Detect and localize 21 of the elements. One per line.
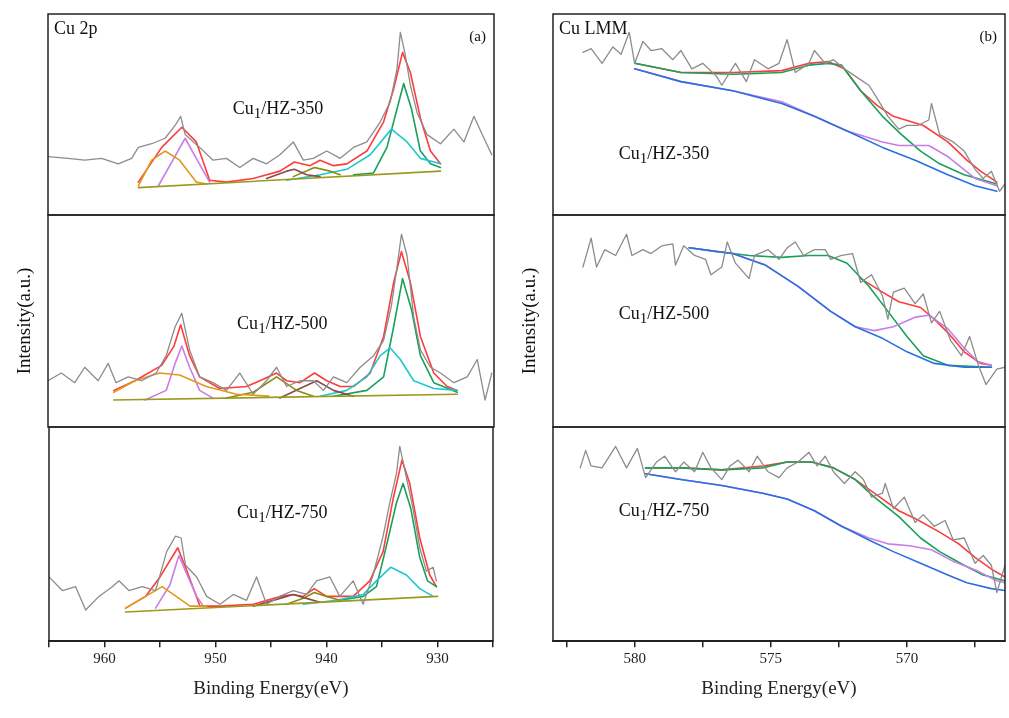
annotation: Cu$_{1}$/HZ-500 — [618, 302, 710, 327]
chart-subtitle: (a) — [469, 28, 486, 45]
x-tick-label: 960 — [93, 650, 116, 667]
chart-subtitle: (b) — [979, 28, 997, 45]
annotation: Cu$_{1}$/HZ-500 — [237, 312, 328, 338]
x-axis-title: Binding Energy(eV) — [701, 676, 857, 699]
y-axis-title: Intensity(a.u.) — [518, 267, 540, 375]
annotation: Cu$_{1}$/HZ-750 — [237, 501, 328, 527]
x-axis-title: Binding Energy(eV) — [193, 676, 349, 699]
chart-title: Cu LMM — [559, 18, 628, 39]
chart-title: Cu 2p — [54, 18, 98, 39]
y-axis-title: Intensity(a.u.) — [13, 267, 35, 375]
x-tick-label: 580 — [623, 650, 646, 667]
x-tick-label: 575 — [759, 650, 783, 667]
x-tick-label: 940 — [315, 650, 338, 667]
x-tick-label: 570 — [895, 650, 919, 667]
x-tick-label: 930 — [426, 650, 449, 667]
x-tick-label: 950 — [204, 650, 227, 667]
annotation: Cu$_{1}$/HZ-350 — [232, 98, 324, 123]
annotation: Cu$_{1}$/HZ-750 — [618, 499, 710, 525]
annotation: Cu$_{1}$/HZ-350 — [618, 142, 710, 167]
